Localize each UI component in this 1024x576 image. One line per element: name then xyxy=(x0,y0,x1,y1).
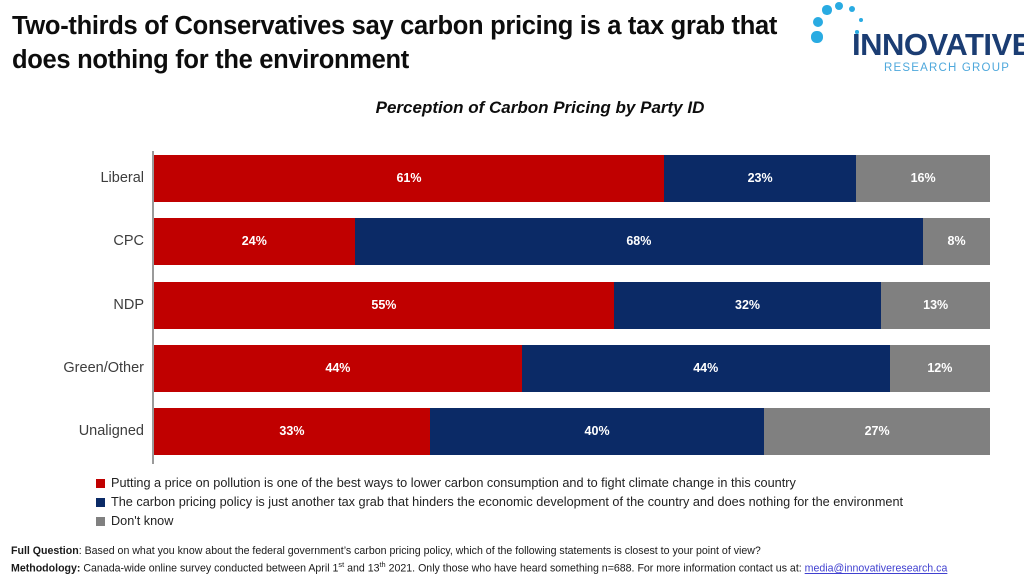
bar-value-label: 8% xyxy=(947,234,966,249)
category-label: Liberal xyxy=(100,170,144,186)
footer-sup-st: st xyxy=(338,560,345,570)
legend-label: The carbon pricing policy is just anothe… xyxy=(111,495,904,509)
bar-segment[interactable]: 61% xyxy=(154,155,664,202)
chart-plot-area: Liberal 61% 23% 16% CPC 24% 68% 8% NDP 55% 32% 13% G… xyxy=(0,146,1024,466)
legend-item[interactable]: Don't know xyxy=(96,512,1024,531)
bar-segment[interactable]: 44% xyxy=(521,344,890,392)
bar-segment[interactable]: 24% xyxy=(154,218,355,266)
legend-swatch-icon xyxy=(96,517,105,526)
logo-dot-1 xyxy=(835,2,843,10)
legend-label: Don't know xyxy=(111,514,174,528)
bar-value-label: 44% xyxy=(325,360,351,375)
bar-value-label: 13% xyxy=(923,297,949,312)
bar-segment[interactable]: 32% xyxy=(613,281,882,329)
footer-notes: Full Question: Based on what you know ab… xyxy=(11,545,1016,576)
footer-methodology-part2: and 13 xyxy=(344,562,380,575)
y-axis-line xyxy=(152,151,154,464)
bar-segment[interactable]: 55% xyxy=(154,281,614,329)
contact-email-link[interactable]: media@innovativeresearch.ca xyxy=(804,562,948,575)
logo-dot-4 xyxy=(858,17,864,23)
bar-segment[interactable]: 13% xyxy=(881,281,990,329)
logo-dot-2 xyxy=(849,6,855,12)
category-label: Unaligned xyxy=(78,423,144,440)
header: Two-thirds of Conservatives say carbon p… xyxy=(0,0,1024,92)
logo-dot-7 xyxy=(811,31,823,43)
bar-row: Liberal 61% 23% 16% xyxy=(100,155,990,202)
category-label: CPC xyxy=(113,233,144,250)
bar-segment[interactable]: 40% xyxy=(429,408,765,456)
legend-swatch-icon xyxy=(96,498,105,507)
footer-sup-th: th xyxy=(379,560,386,570)
bar-row: Green/Other 44% 44% 12% xyxy=(63,344,990,392)
bar-segment[interactable]: 23% xyxy=(663,155,857,202)
logo-dot-3 xyxy=(822,5,832,15)
category-label: NDP xyxy=(113,296,144,313)
company-logo: INNOVATIVE RESEARCH GROUP xyxy=(811,2,1024,80)
logo-wordmark: INNOVATIVE xyxy=(852,27,1024,62)
bar-value-label: 12% xyxy=(927,360,953,375)
footer-methodology-part3: 2021. Only those who have heard somethin… xyxy=(385,562,805,575)
chart-title: Perception of Carbon Pricing by Party ID xyxy=(375,98,705,117)
footer-methodology-lead: Methodology: xyxy=(11,562,81,575)
category-label: Green/Other xyxy=(63,359,144,376)
bar-segment[interactable]: 12% xyxy=(889,344,990,392)
logo-subtext: RESEARCH GROUP xyxy=(884,62,1011,74)
footer-question-lead: Full Question xyxy=(11,545,79,557)
logo-dot-5 xyxy=(812,16,824,28)
chart-legend: Putting a price on pollution is one of t… xyxy=(96,474,1024,531)
bar-segment[interactable]: 68% xyxy=(354,218,924,266)
bar-value-label: 40% xyxy=(584,424,610,439)
legend-item[interactable]: Putting a price on pollution is one of t… xyxy=(96,474,1024,493)
bar-segment[interactable]: 8% xyxy=(923,218,990,266)
bar-value-label: 23% xyxy=(747,171,773,185)
footer-methodology-part1: Canada-wide online survey conducted betw… xyxy=(80,562,339,575)
bar-value-label: 68% xyxy=(626,234,652,249)
legend-item[interactable]: The carbon pricing policy is just anothe… xyxy=(96,493,1024,512)
bar-value-label: 33% xyxy=(279,424,305,439)
bar-row: NDP 55% 32% 13% xyxy=(113,281,990,329)
bar-value-label: 27% xyxy=(864,424,890,439)
bar-value-label: 32% xyxy=(735,297,761,312)
legend-label: Putting a price on pollution is one of t… xyxy=(111,476,796,490)
footer-methodology-line: Methodology: Canada-wide online survey c… xyxy=(11,558,1016,576)
footer-question-line: Full Question: Based on what you know ab… xyxy=(11,545,1016,558)
bar-value-label: 16% xyxy=(910,171,936,185)
bar-row: Unaligned 33% 40% 27% xyxy=(79,408,990,456)
bar-segment[interactable]: 27% xyxy=(764,408,990,456)
footer-question-text: : Based on what you know about the feder… xyxy=(78,545,761,557)
bar-value-label: 61% xyxy=(396,171,422,185)
logo-dots-icon xyxy=(811,2,882,54)
bar-segment[interactable]: 16% xyxy=(856,155,990,202)
bar-value-label: 44% xyxy=(693,360,719,375)
logo-dot-6 xyxy=(855,30,859,34)
bar-row: CPC 24% 68% 8% xyxy=(113,218,990,266)
bar-value-label: 55% xyxy=(371,297,397,312)
bar-segment[interactable]: 44% xyxy=(154,344,522,392)
bar-value-label: 24% xyxy=(241,234,267,249)
bar-segment[interactable]: 33% xyxy=(154,408,430,456)
page-title: Two-thirds of Conservatives say carbon p… xyxy=(12,12,778,74)
legend-swatch-icon xyxy=(96,479,105,488)
